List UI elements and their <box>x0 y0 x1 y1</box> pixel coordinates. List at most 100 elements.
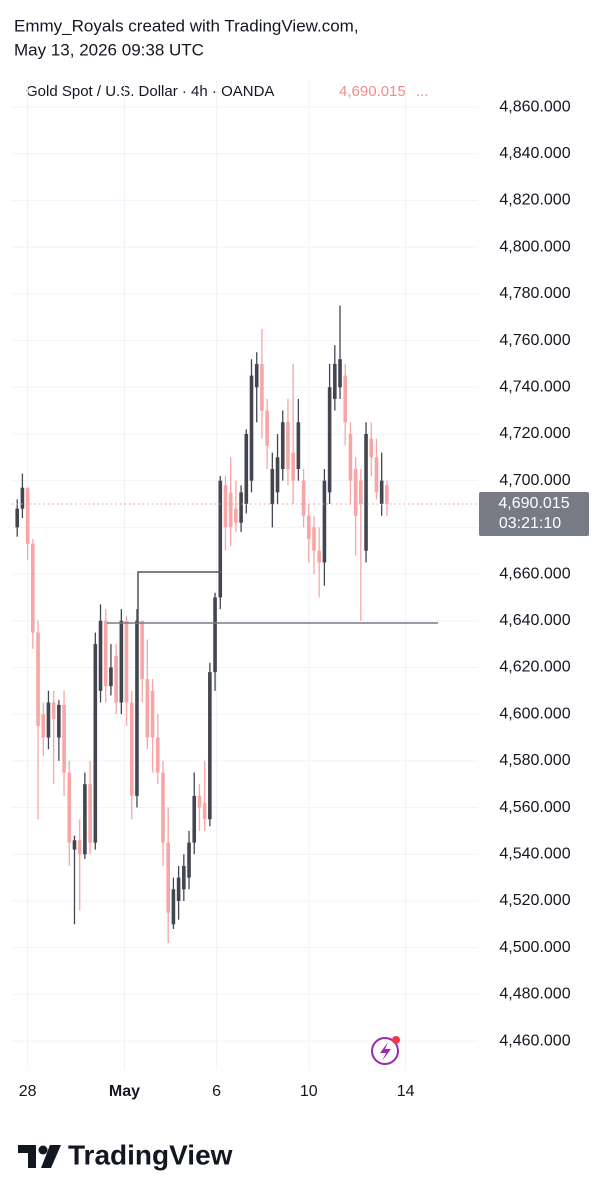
candle-body <box>208 672 212 820</box>
candle-body <box>265 410 269 446</box>
y-tick-label: 4,520.000 <box>499 892 570 909</box>
candle-body <box>348 433 353 481</box>
candle-body <box>77 840 82 855</box>
candle-body <box>88 784 92 843</box>
candle-body <box>234 508 238 523</box>
candle-body <box>223 485 228 528</box>
candle-body <box>202 802 207 820</box>
candle-body <box>145 679 150 738</box>
candle-body <box>83 784 87 855</box>
y-tick-label: 4,540.000 <box>499 845 570 862</box>
grid <box>12 80 478 1070</box>
candle-body <box>327 387 332 493</box>
candle-body <box>260 363 264 411</box>
candle-body <box>306 515 311 540</box>
candle-body <box>213 597 217 673</box>
candle-body <box>286 422 290 469</box>
candle-body <box>291 452 295 481</box>
y-tick-label: 4,640.000 <box>499 612 570 629</box>
price-box <box>479 491 589 536</box>
candle-body <box>364 433 368 551</box>
y-tick-label: 4,820.000 <box>499 192 570 209</box>
candle-body <box>301 480 306 516</box>
candle-body <box>369 438 374 458</box>
x-tick-label: 6 <box>212 1083 221 1100</box>
candle-body <box>103 620 108 687</box>
x-tick-label: 10 <box>300 1083 318 1100</box>
candle-body <box>353 468 358 516</box>
timestamp: May 13, 2026 09:38 UTC <box>14 40 204 59</box>
candle-body <box>239 492 243 523</box>
candle-body <box>343 375 348 423</box>
price-label: 4,690.015 <box>498 495 569 512</box>
x-tick-label: May <box>109 1083 140 1100</box>
y-tick-label: 4,740.000 <box>499 378 570 395</box>
x-tick-label: 14 <box>397 1083 415 1100</box>
y-tick-label: 4,500.000 <box>499 939 570 956</box>
y-tick-label: 4,600.000 <box>499 705 570 722</box>
candle-body <box>333 363 337 399</box>
candle-body <box>359 480 363 505</box>
candle-body <box>124 620 129 703</box>
x-tick-label: 28 <box>19 1083 37 1100</box>
candle-body <box>322 480 327 563</box>
candle-body <box>166 842 171 913</box>
candle-body <box>192 795 197 843</box>
candle-body <box>228 492 233 528</box>
candle-body <box>338 359 342 388</box>
candles <box>12 305 478 943</box>
y-tick-label: 4,800.000 <box>499 238 570 255</box>
y-tick-label: 4,780.000 <box>499 285 570 302</box>
candle-body <box>20 487 25 509</box>
candle-body <box>31 543 35 633</box>
candle-body <box>51 702 56 719</box>
candle-body <box>15 508 20 528</box>
candle-body <box>67 772 72 843</box>
y-tick-label: 4,580.000 <box>499 752 570 769</box>
lightning-icon[interactable] <box>371 1036 400 1065</box>
candle-body <box>25 487 30 544</box>
candle-body <box>46 702 51 738</box>
candle-body <box>374 457 379 493</box>
candle-body <box>150 690 155 738</box>
candle-body <box>114 655 118 703</box>
y-tick-label: 4,860.000 <box>499 98 570 115</box>
candle-body <box>36 632 40 726</box>
candle-body <box>197 795 202 808</box>
candle-body <box>182 865 186 890</box>
chart-title: Gold Spot / U.S. Dollar · 4h · OANDA <box>26 83 274 100</box>
y-tick-label: 4,620.000 <box>499 659 570 676</box>
drawn-step <box>137 571 222 623</box>
header-ellipsis: ... <box>416 83 429 100</box>
candle-body <box>93 644 98 843</box>
candle-body <box>187 842 191 878</box>
candle-body <box>171 889 176 925</box>
candle-body <box>161 772 165 843</box>
candle-body <box>176 877 181 901</box>
candle-body <box>155 737 160 773</box>
y-tick-label: 4,460.000 <box>499 1032 570 1049</box>
candle-body <box>296 422 301 469</box>
candle-body <box>62 704 66 773</box>
candle-body <box>385 485 389 504</box>
y-tick-label: 4,660.000 <box>499 565 570 582</box>
logo-text: TradingView <box>68 1139 233 1170</box>
candle-body <box>109 667 113 687</box>
candle-body <box>312 527 316 551</box>
logo <box>18 1145 61 1168</box>
candle-body <box>129 702 134 796</box>
y-tick-label: 4,700.000 <box>499 472 570 489</box>
candle-body <box>98 620 103 691</box>
y-tick-label: 4,480.000 <box>499 986 570 1003</box>
y-tick-label: 4,720.000 <box>499 425 570 442</box>
candle-body <box>57 704 61 738</box>
candle-body <box>244 433 249 505</box>
attribution: Emmy_Royals created with TradingView.com… <box>14 16 359 35</box>
countdown: 03:21:10 <box>499 515 561 532</box>
y-tick-label: 4,760.000 <box>499 332 570 349</box>
y-tick-label: 4,840.000 <box>499 145 570 162</box>
candle-body <box>119 620 124 703</box>
candle-body <box>135 620 139 796</box>
